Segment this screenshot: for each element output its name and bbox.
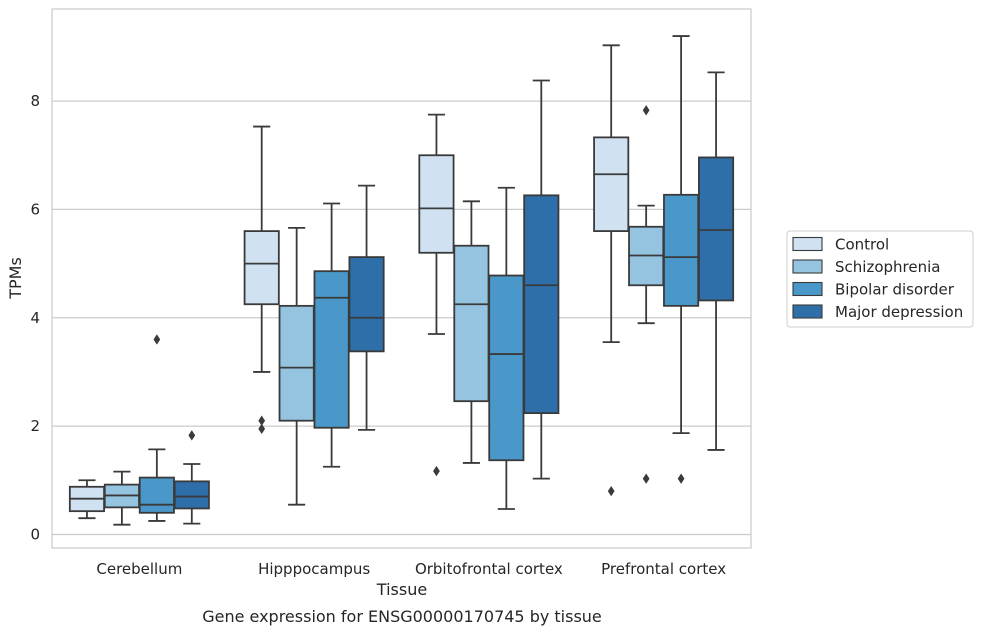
y-tick-label: 6	[30, 200, 40, 218]
x-axis-label: Tissue	[376, 580, 427, 599]
legend-swatch	[792, 259, 823, 274]
outlier-point	[677, 473, 685, 484]
legend-label: Major depression	[835, 303, 963, 321]
box	[698, 156, 735, 302]
box-plot	[313, 202, 350, 468]
outlier-point	[642, 105, 650, 116]
y-axis-label: TPMs	[6, 257, 25, 300]
x-tick-label: Hipppocampus	[258, 560, 370, 578]
box-plot	[663, 35, 700, 484]
legend-label: Schizophrenia	[835, 258, 940, 276]
x-tick-label: Orbitofrontal cortex	[415, 560, 563, 578]
x-tick-labels: Cerebellum Hipppocampus Orbitofrontal cort…	[96, 560, 726, 578]
legend-swatch	[792, 236, 823, 252]
outlier-point	[258, 415, 266, 426]
box	[243, 230, 280, 306]
box-plot	[68, 479, 105, 520]
box-plot	[523, 79, 560, 480]
chart-caption: Gene expression for ENSG00000170745 by t…	[202, 607, 602, 626]
box	[663, 193, 700, 307]
box	[523, 194, 560, 415]
legend-swatch	[792, 304, 823, 319]
box-plot	[278, 226, 315, 506]
box	[488, 274, 525, 462]
outlier-point	[258, 423, 266, 434]
box-plot	[418, 113, 455, 477]
box-plot	[243, 125, 280, 434]
y-tick-labels: 0 2 4 6 8	[30, 92, 40, 543]
boxes	[68, 35, 735, 526]
x-tick-label: Cerebellum	[96, 560, 182, 578]
box	[278, 304, 315, 422]
x-tick-label: Prefrontal cortex	[601, 560, 726, 578]
box	[593, 136, 630, 233]
box	[138, 476, 175, 514]
legend-label: Control	[835, 236, 889, 254]
legend-frame	[786, 230, 974, 328]
plot-frame	[51, 8, 752, 549]
box	[418, 154, 455, 254]
box	[173, 480, 210, 510]
box	[453, 244, 490, 403]
outlier-point	[642, 473, 650, 484]
box-plot	[698, 71, 735, 451]
legend-swatch	[792, 281, 823, 297]
outlier-point	[188, 430, 196, 441]
box-plot	[453, 200, 490, 464]
outlier-point	[153, 334, 161, 345]
outlier-point	[607, 485, 615, 497]
box	[313, 270, 350, 429]
box-plot	[593, 44, 630, 497]
box	[348, 256, 385, 353]
y-tick-label: 0	[30, 525, 40, 543]
legend-label: Bipolar disorder	[835, 281, 955, 299]
y-tick-label: 4	[30, 309, 40, 327]
outlier-point	[433, 465, 440, 477]
y-tick-label: 8	[30, 92, 40, 110]
grid	[52, 100, 751, 536]
box-plot	[173, 430, 210, 525]
y-tick-label: 2	[30, 417, 40, 435]
box-plot	[488, 186, 525, 510]
box-plot	[348, 184, 385, 431]
legend: Control Schizophrenia Bipolar disorder Majo…	[786, 230, 974, 328]
